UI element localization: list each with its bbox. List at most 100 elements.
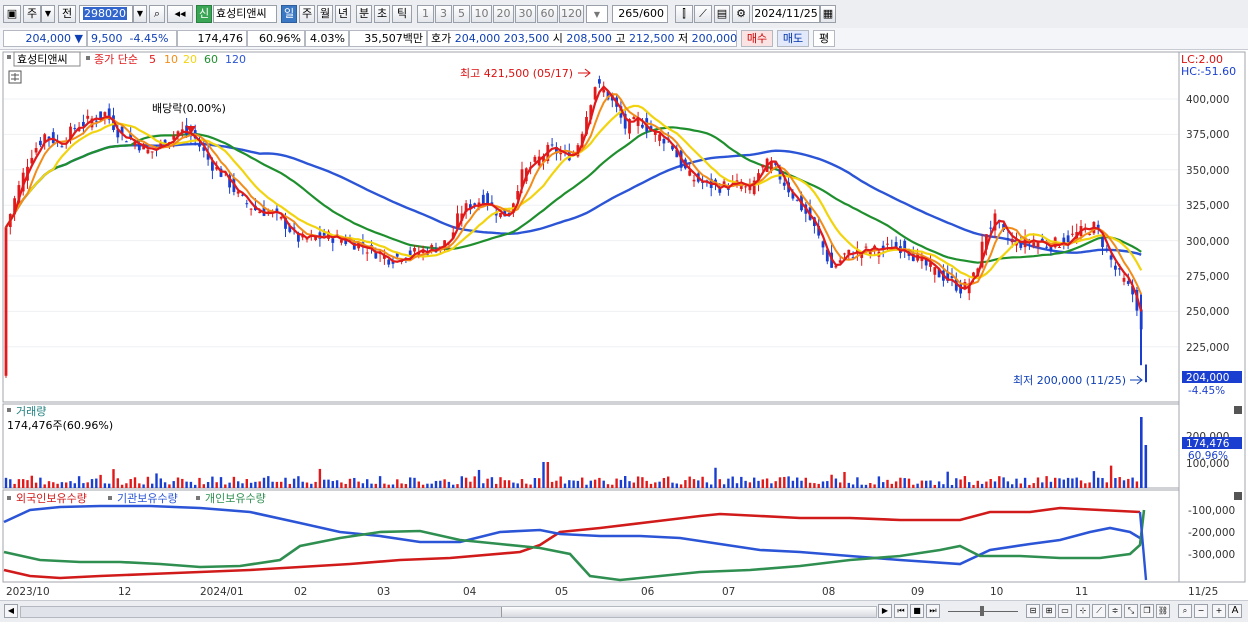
chart-scrollbar[interactable]: ◀ ▶ ⏮ ■ ⏭ ⊟ ⊞ ▭ ⊹ ⟋ ≑ ⤡ ❐ ⛓ ⌕ − + A [0, 600, 1248, 622]
holding-close-icon[interactable] [1234, 492, 1242, 500]
zoom-in-icon[interactable]: + [1212, 604, 1226, 618]
candle-body [395, 252, 399, 257]
candle-body [980, 241, 984, 268]
interval-button-10[interactable]: 10 [471, 5, 492, 23]
volume-bar [611, 484, 614, 488]
count-field[interactable]: 265/600 [612, 5, 668, 23]
period-button-year[interactable]: 년 [335, 5, 351, 23]
legend-name-box[interactable] [13, 51, 81, 67]
candle-type-icon[interactable]: ⫿ [675, 5, 693, 23]
volume-bar [477, 469, 481, 488]
trendline-icon[interactable]: ⟋ [1092, 604, 1106, 618]
eval-button[interactable]: 평 [813, 30, 835, 47]
interval-dropdown-icon[interactable]: ▼ [586, 5, 608, 23]
calendar-icon[interactable]: ▦ [820, 5, 836, 23]
period-select[interactable]: 주 [23, 5, 41, 23]
volume-bar [43, 484, 46, 488]
volume-bar [155, 473, 158, 488]
period-button-tick[interactable]: 틱 [392, 5, 412, 23]
scroll-track[interactable] [20, 606, 877, 618]
candle-body [1118, 267, 1122, 270]
chart-area[interactable]: 효성티앤씨 종가 단순 5 10 20 60 120 LC:2.00 HC:-5… [0, 50, 1248, 602]
layout-icon[interactable]: ⊟ [1026, 604, 1040, 618]
volume-bar [937, 481, 941, 488]
sell-button[interactable]: 매도 [777, 30, 809, 47]
period-dropdown-icon[interactable]: ▼ [41, 5, 55, 23]
volume-bar [129, 479, 132, 488]
period-button-month[interactable]: 월 [317, 5, 333, 23]
candle-body [125, 141, 128, 143]
crosshair-icon[interactable]: ⊹ [1076, 604, 1090, 618]
scroll-left-icon[interactable]: ◀ [4, 604, 18, 618]
candle-body [662, 138, 666, 144]
search-icon[interactable]: ⌕ [149, 5, 165, 23]
interval-button-60[interactable]: 60 [537, 5, 558, 23]
gear-icon[interactable]: ⚙ [732, 5, 750, 23]
volume-bar [1066, 477, 1070, 488]
font-size-icon[interactable]: A [1228, 604, 1242, 618]
interval-button-5[interactable]: 5 [453, 5, 470, 23]
volume-bar [860, 484, 863, 488]
holding-lines [3, 504, 1148, 582]
volume-bar [602, 480, 605, 488]
x-tick: 11 [1075, 586, 1088, 598]
save-icon[interactable]: ▤ [714, 5, 730, 23]
volume-bar [383, 483, 386, 488]
volume-bar [9, 479, 12, 488]
rewind-icon[interactable]: ⏮ [894, 604, 908, 618]
stock-chart-svg[interactable]: 효성티앤씨 종가 단순 5 10 20 60 120 LC:2.00 HC:-5… [0, 50, 1248, 602]
split-icon[interactable]: ⊞ [1042, 604, 1056, 618]
interval-button-120[interactable]: 120 [559, 5, 584, 23]
candle-body [692, 179, 696, 182]
interval-button-1[interactable]: 1 [417, 5, 434, 23]
volume-bar [176, 477, 180, 488]
fib-icon[interactable]: ≑ [1108, 604, 1122, 618]
candle-body [241, 194, 244, 196]
scroll-right-icon[interactable]: ▶ [878, 604, 892, 618]
buy-button[interactable]: 매수 [741, 30, 773, 47]
interval-button-20[interactable]: 20 [493, 5, 514, 23]
stock-name-field[interactable]: 효성티앤씨 [213, 5, 277, 23]
candle-body [744, 186, 747, 188]
zoom-slider-handle[interactable] [980, 606, 984, 616]
candle-body [464, 203, 468, 213]
candle-body [34, 148, 38, 153]
period-button-week[interactable]: 주 [299, 5, 315, 23]
period-button-minute[interactable]: 분 [356, 5, 372, 23]
code-dropdown-icon[interactable]: ▼ [133, 5, 147, 23]
fast-forward-icon[interactable]: ⏭ [926, 604, 940, 618]
stop-icon[interactable]: ■ [910, 604, 924, 618]
candle-body [60, 146, 64, 148]
candle-body [847, 249, 851, 255]
candle-body [4, 227, 8, 376]
draw-tool-icon[interactable]: ⟋ [694, 5, 712, 23]
ruler-icon[interactable]: ⤡ [1124, 604, 1138, 618]
volume-bar [77, 476, 81, 488]
date-input[interactable]: 2024/11/25 [752, 5, 820, 23]
scroll-thumb[interactable] [501, 607, 876, 617]
candle-body [258, 211, 262, 214]
link-icon[interactable]: ⛓ [1156, 604, 1170, 618]
zoom-out-icon[interactable]: − [1194, 604, 1208, 618]
candle-body [417, 252, 421, 257]
volume-bar [262, 477, 266, 488]
volume-close-icon[interactable] [1234, 406, 1242, 414]
copy-icon[interactable]: ❐ [1140, 604, 1154, 618]
volume-bar [245, 479, 248, 488]
volume-bar [194, 484, 197, 488]
interval-button-3[interactable]: 3 [435, 5, 452, 23]
zoom-search-icon[interactable]: ⌕ [1178, 604, 1192, 618]
volume-bar [172, 481, 175, 488]
candle-body [486, 193, 489, 205]
period-button-second[interactable]: 초 [374, 5, 390, 23]
stock-code-input[interactable]: 298020 [79, 5, 133, 23]
window-mode-icon[interactable]: ▭ [1058, 604, 1072, 618]
mode-button[interactable]: 전 [58, 5, 76, 23]
speaker-icon[interactable]: ◂◂ [167, 5, 193, 23]
interval-button-30[interactable]: 30 [515, 5, 536, 23]
candle-body [688, 170, 692, 176]
candle-body [585, 116, 588, 135]
window-icon[interactable]: ▣ [3, 5, 21, 23]
period-button-day[interactable]: 일 [281, 5, 297, 23]
volume-bar [482, 483, 485, 488]
